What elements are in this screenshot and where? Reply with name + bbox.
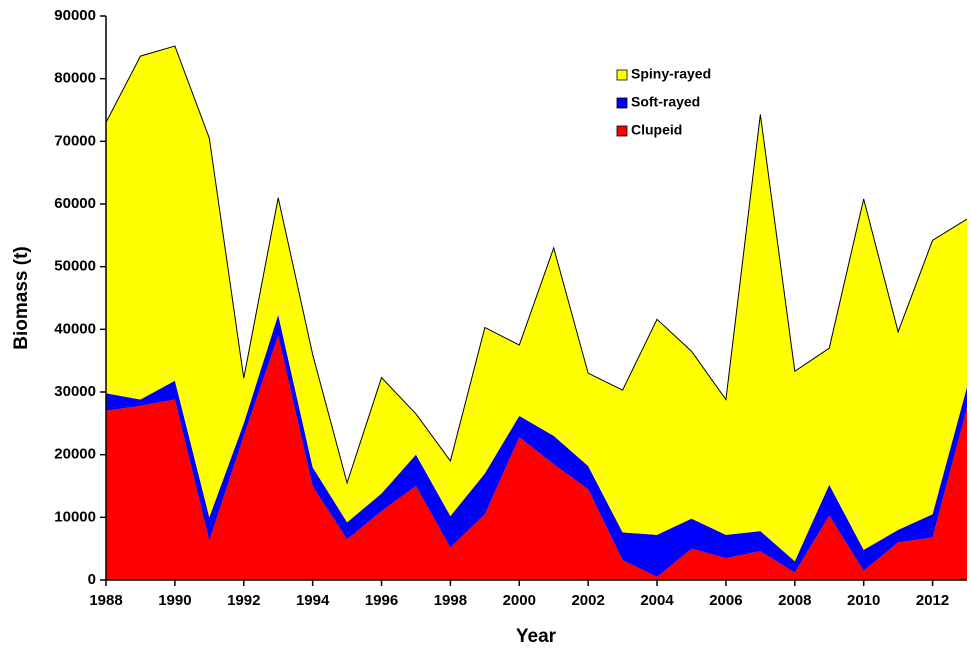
y-tick-label: 10000 xyxy=(54,508,96,525)
legend-text: Clupeid xyxy=(631,122,682,138)
area xyxy=(106,46,967,562)
x-tick-label: 1992 xyxy=(227,592,260,609)
y-tick-label: 0 xyxy=(88,571,96,588)
y-tick-label: 80000 xyxy=(54,70,96,87)
x-tick-label: 2004 xyxy=(640,592,674,609)
legend-swatch xyxy=(616,69,628,81)
y-tick-label: 40000 xyxy=(54,320,96,337)
x-axis-title: Year xyxy=(516,626,557,647)
legend-swatch xyxy=(616,125,628,137)
x-tick-label: 2008 xyxy=(778,592,811,609)
area-outline xyxy=(105,45,968,485)
x-tick-label: 1990 xyxy=(158,592,191,609)
area xyxy=(106,335,967,580)
area xyxy=(106,314,967,577)
y-axis-title: Biomass (t) xyxy=(11,246,32,349)
x-tick-label: 2000 xyxy=(503,592,536,609)
y-tick-label: 50000 xyxy=(54,258,96,275)
x-tick-label: 1988 xyxy=(89,592,122,609)
y-tick-label: 90000 xyxy=(54,7,96,24)
x-tick-label: 2002 xyxy=(571,592,604,609)
x-tick-label: 2006 xyxy=(709,592,742,609)
y-tick-label: 70000 xyxy=(54,132,96,149)
legend-swatch xyxy=(616,97,628,109)
x-tick-label: 1996 xyxy=(365,592,398,609)
y-tick-label: 60000 xyxy=(54,195,96,212)
y-tick-label: 20000 xyxy=(54,446,96,463)
legend-text: Spiny-rayed xyxy=(631,66,711,82)
x-tick-label: 1998 xyxy=(434,592,467,609)
x-tick-label: 2010 xyxy=(847,592,880,609)
legend-text: Soft-rayed xyxy=(631,94,700,110)
x-tick-label: 2012 xyxy=(916,592,949,609)
y-tick-label: 30000 xyxy=(54,383,96,400)
x-tick-label: 1994 xyxy=(296,592,330,609)
